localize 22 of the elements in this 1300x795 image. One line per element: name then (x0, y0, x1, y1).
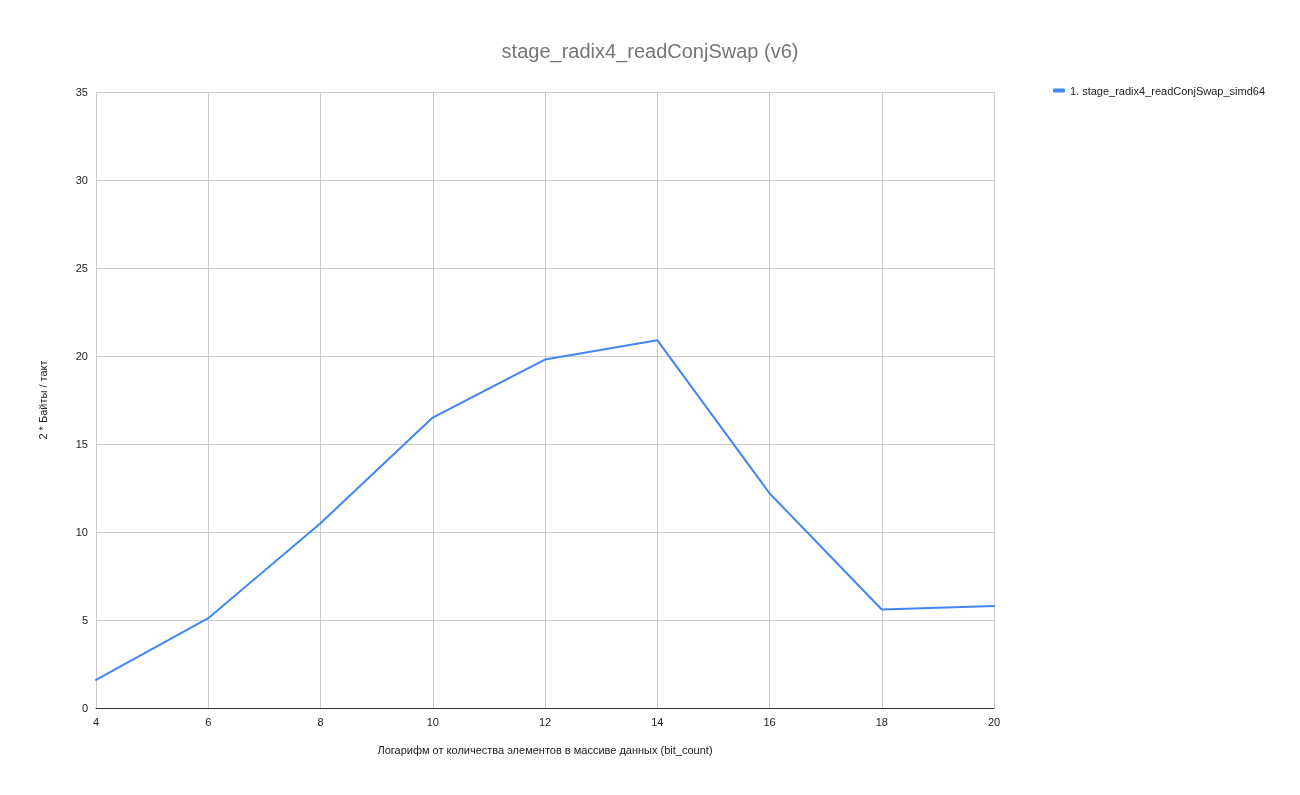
line-series (95, 339, 995, 681)
y-tick-label: 25 (75, 262, 88, 274)
y-tick-label: 30 (75, 174, 88, 186)
y-tick-label: 0 (81, 702, 88, 714)
x-tick-label: 16 (763, 715, 776, 728)
y-axis-title: 2 * Байты / такт (36, 360, 49, 440)
x-tick-label: 4 (92, 715, 100, 728)
x-tick-label: 20 (987, 715, 1001, 728)
y-tick-label: 10 (75, 526, 88, 538)
y-tick-label: 20 (75, 350, 88, 362)
x-tick-label: 10 (426, 715, 439, 728)
x-tick-label: 6 (205, 715, 212, 728)
y-tick-label: 35 (75, 86, 88, 98)
legend-label: 1. stage_radix4_readConjSwap_simd64 (1069, 84, 1266, 97)
y-tick-label: 15 (75, 438, 88, 450)
y-tick-label: 5 (81, 614, 88, 626)
x-axis-title: Логарифм от количества элементов в массиве данных (bit_count) (377, 743, 713, 756)
x-tick-label: 12 (538, 715, 552, 728)
x-tick-label: 14 (651, 715, 664, 728)
x-tick-label: 18 (875, 715, 888, 728)
chart-title: stage_radix4_readConjSwap (v6) (501, 40, 799, 63)
x-tick-label: 8 (317, 715, 324, 728)
